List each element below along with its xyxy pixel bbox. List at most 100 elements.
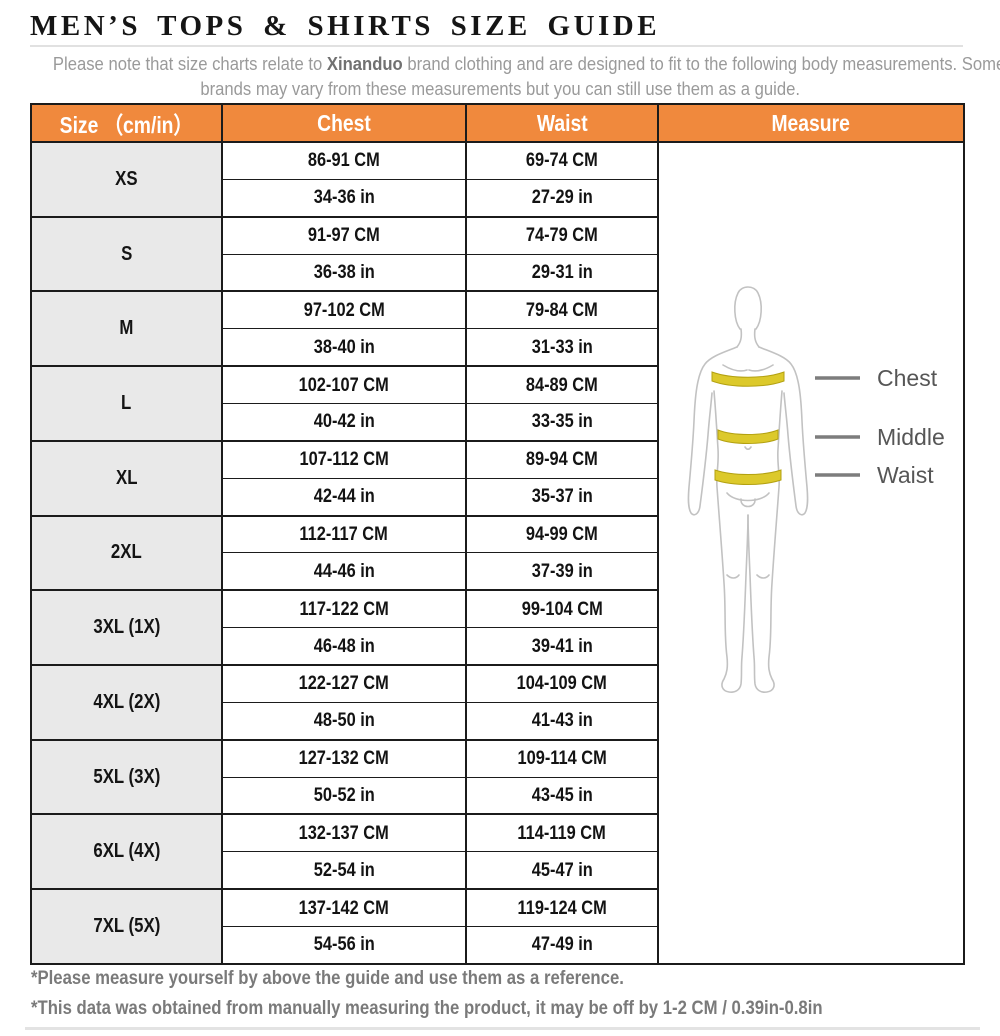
chest-in-cell: 54-56 in	[221, 926, 467, 965]
waist-in-cell: 35-37 in	[465, 478, 659, 517]
chest-cm-cell: 117-122 CM	[221, 590, 467, 629]
waist-in-cell: 39-41 in	[465, 627, 659, 667]
size-cell-5xl: 5XL (3X)	[30, 738, 223, 816]
waist-in-cell: 27-29 in	[465, 179, 659, 218]
chest-in-cell: 38-40 in	[221, 328, 467, 368]
waist-in-cell: 45-47 in	[465, 851, 659, 891]
chest-cm-cell: 102-107 CM	[221, 366, 467, 405]
measure-illustration-cell: Chest Middle Waist	[657, 141, 965, 965]
subtitle-line-1: Please note that size charts relate to X…	[52, 53, 1000, 74]
waist-cm-cell: 119-124 CM	[465, 889, 659, 928]
size-cell-xs: XS	[30, 141, 223, 218]
waist-cm-cell: 84-89 CM	[465, 366, 659, 405]
waist-in-cell: 43-45 in	[465, 777, 659, 816]
waist-in-cell: 37-39 in	[465, 552, 659, 592]
size-cell-xl: XL	[30, 439, 223, 517]
table-row: 48-50 in 41-43 in	[31, 702, 964, 741]
table-row: XS 86-91 CM 69-74 CM	[30, 141, 965, 965]
subtitle-line-2: brands may vary from these measurements …	[200, 78, 800, 99]
waist-cm-cell: 104-109 CM	[465, 665, 659, 703]
chest-in-cell: 52-54 in	[221, 851, 467, 891]
table-row: L 102-107 CM 84-89 CM	[30, 365, 964, 442]
page-title: MEN’S TOPS & SHIRTS SIZE GUIDE	[30, 10, 661, 42]
chest-in-cell: 40-42 in	[221, 403, 467, 442]
size-cell-4xl: 4XL (2X)	[30, 664, 223, 741]
header-measure: Measure	[657, 103, 965, 143]
waist-cm-cell: 94-99 CM	[465, 515, 659, 554]
table-row: 44-46 in 37-39 in	[31, 552, 964, 592]
chest-in-cell: 46-48 in	[221, 627, 467, 667]
header-size: Size （cm/in）	[30, 103, 223, 143]
table-row: S 91-97 CM 74-79 CM	[30, 215, 964, 293]
table-row: 3XL (1X) 117-122 CM 99-104 CM	[30, 589, 964, 667]
waist-cm-cell: 69-74 CM	[465, 142, 659, 180]
table-row: 2XL 112-117 CM 94-99 CM	[30, 514, 964, 592]
size-cell-l: L	[30, 365, 223, 442]
note-line-2: *This data was obtained from manually me…	[31, 998, 823, 1019]
waist-in-cell: 29-31 in	[465, 254, 659, 293]
size-cell-m: M	[30, 290, 223, 368]
chest-cm-cell: 91-97 CM	[221, 216, 467, 255]
measuring-tape-bands	[711, 371, 784, 485]
table-row: 46-48 in 39-41 in	[31, 627, 964, 667]
footer-divider	[25, 1027, 980, 1030]
table-row: 54-56 in 47-49 in	[31, 926, 964, 965]
chest-cm-cell: 112-117 CM	[221, 515, 467, 554]
size-cell-s: S	[30, 215, 223, 293]
waist-in-cell: 31-33 in	[465, 328, 659, 368]
size-cell-2xl: 2XL	[30, 514, 223, 592]
subtitle: Please note that size charts relate to X…	[0, 51, 1000, 101]
chest-in-cell: 48-50 in	[221, 702, 467, 741]
header-waist: Waist	[465, 103, 659, 143]
body-outline	[687, 286, 808, 693]
chest-in-cell: 34-36 in	[221, 179, 467, 218]
brand-name: Xinanduo	[326, 53, 403, 74]
chest-in-cell: 42-44 in	[221, 478, 467, 517]
chest-cm-cell: 122-127 CM	[221, 665, 467, 703]
waist-band	[714, 469, 781, 485]
size-guide-table: Size （cm/in） Chest Waist Measure XS 86-9…	[30, 103, 965, 965]
chest-cm-cell: 127-132 CM	[221, 739, 467, 778]
table-row: 34-36 in 27-29 in	[31, 179, 964, 218]
table-row: 52-54 in 45-47 in	[31, 851, 964, 891]
middle-figure-label: Middle	[877, 424, 945, 450]
footer-notes: *Please measure yourself by above the gu…	[31, 964, 931, 1024]
table-row: 4XL (2X) 122-127 CM 104-109 CM	[30, 664, 964, 741]
title-divider	[30, 45, 963, 47]
chest-cm-cell: 86-91 CM	[221, 142, 467, 180]
waist-in-cell: 33-35 in	[465, 403, 659, 442]
middle-band	[717, 429, 778, 444]
table-row: 7XL (5X) 137-142 CM 119-124 CM	[30, 888, 964, 965]
chest-cm-cell: 97-102 CM	[221, 291, 467, 330]
table-row: 6XL (4X) 132-137 CM 114-119 CM	[30, 813, 964, 891]
table-row: XL 107-112 CM 89-94 CM	[30, 439, 964, 517]
size-cell-3xl: 3XL (1X)	[30, 589, 223, 667]
chest-figure-label: Chest	[877, 365, 938, 391]
table-header-row: Size （cm/in） Chest Waist Measure	[30, 103, 965, 143]
body-figure-illustration: Chest Middle Waist	[687, 286, 945, 693]
label-pointer-lines	[814, 376, 860, 477]
table-row: M 97-102 CM 79-84 CM	[30, 290, 964, 368]
table-row: 36-38 in 29-31 in	[31, 254, 964, 293]
note-line-1: *Please measure yourself by above the gu…	[31, 968, 624, 989]
waist-cm-cell: 89-94 CM	[465, 440, 659, 479]
table-row: 38-40 in 31-33 in	[31, 328, 964, 368]
chest-in-cell: 50-52 in	[221, 777, 467, 816]
waist-cm-cell: 79-84 CM	[465, 291, 659, 330]
table-row: 40-42 in 33-35 in	[31, 403, 964, 442]
header-chest: Chest	[221, 103, 467, 143]
waist-in-cell: 41-43 in	[465, 702, 659, 741]
chest-cm-cell: 107-112 CM	[221, 440, 467, 479]
table-row: 42-44 in 35-37 in	[31, 478, 964, 517]
table-row: 50-52 in 43-45 in	[31, 777, 964, 816]
chest-in-cell: 36-38 in	[221, 254, 467, 293]
size-cell-6xl: 6XL (4X)	[30, 813, 223, 891]
chest-cm-cell: 132-137 CM	[221, 814, 467, 853]
waist-cm-cell: 74-79 CM	[465, 216, 659, 255]
waist-cm-cell: 99-104 CM	[465, 590, 659, 629]
waist-cm-cell: 114-119 CM	[465, 814, 659, 853]
table-row: 5XL (3X) 127-132 CM 109-114 CM	[30, 738, 964, 816]
waist-figure-label: Waist	[877, 462, 934, 488]
waist-cm-cell: 109-114 CM	[465, 739, 659, 778]
